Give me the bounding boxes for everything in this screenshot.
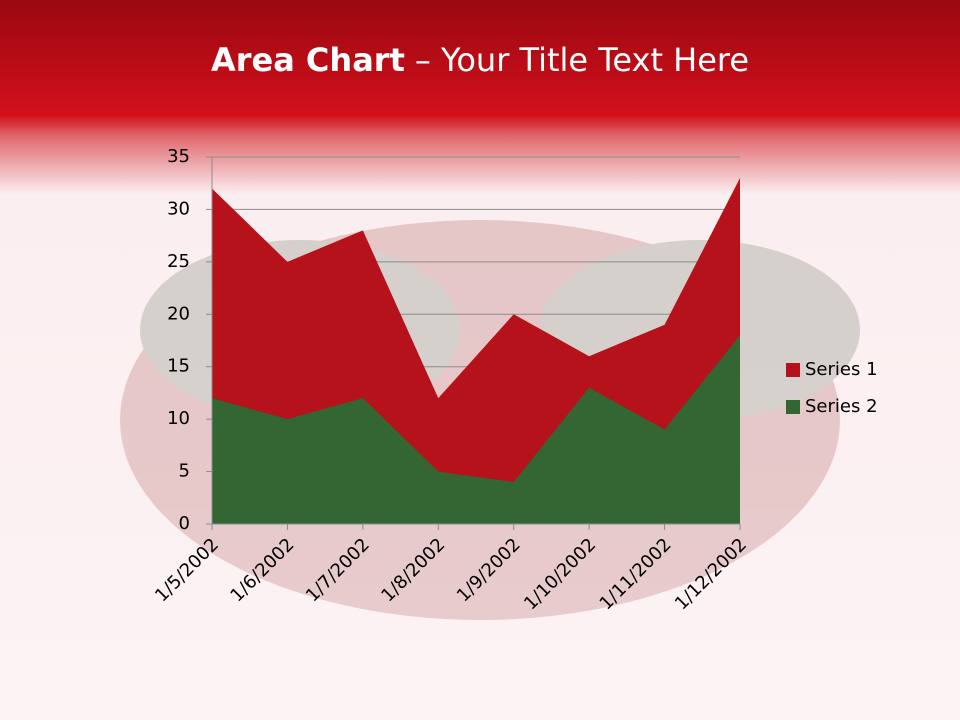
y-tick-label: 20 [167, 303, 190, 324]
legend-label: Series 2 [805, 396, 878, 417]
y-tick-label: 10 [167, 408, 190, 429]
y-tick-label: 0 [179, 513, 190, 534]
title-bold: Area Chart [211, 41, 405, 79]
legend-label: Series 1 [805, 359, 878, 380]
y-tick-label: 35 [167, 146, 190, 167]
y-tick-label: 30 [167, 198, 190, 219]
slide-title: Area Chart – Your Title Text Here [211, 41, 749, 79]
legend-swatch [786, 400, 800, 414]
y-tick-label: 15 [167, 356, 190, 377]
title-rest: – Your Title Text Here [415, 41, 749, 79]
legend-swatch [786, 363, 800, 377]
area [212, 335, 740, 524]
y-tick-label: 25 [167, 251, 190, 272]
y-tick-label: 5 [179, 461, 190, 482]
